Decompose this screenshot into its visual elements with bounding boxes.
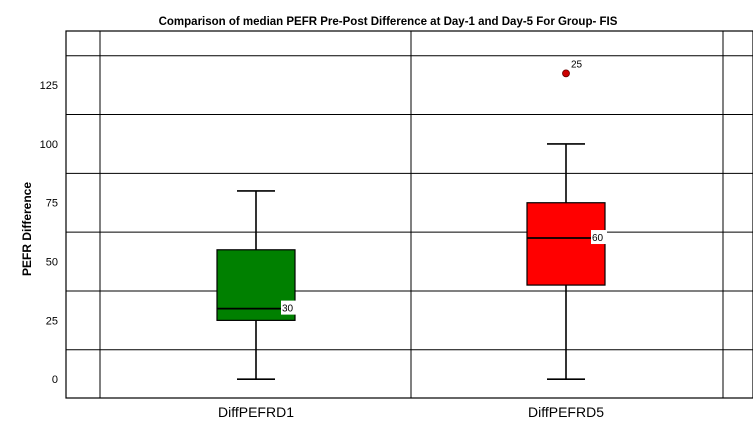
box-DiffPEFRD1: 30	[216, 190, 297, 380]
grid-lines	[66, 31, 753, 398]
median-label-bg	[281, 300, 297, 315]
y-tick-label: 100	[40, 139, 58, 151]
y-tick-label: 50	[46, 257, 58, 269]
median-label: 60	[592, 233, 604, 244]
box-series: 30 60 25	[216, 59, 607, 380]
outlier-label: 25	[571, 59, 583, 70]
plot-frame	[65, 30, 753, 399]
x-tick-label: DiffPEFRD5	[528, 404, 604, 420]
outlier-point	[562, 69, 570, 78]
x-tick-label: DiffPEFRD1	[218, 404, 294, 420]
median-label-bg	[591, 230, 607, 245]
y-axis-ticks: 0 25 50 75 100 125	[40, 80, 58, 386]
y-tick-label: 25	[46, 315, 58, 327]
y-tick-label: 75	[46, 198, 58, 210]
box-DiffPEFRD5: 60 25	[526, 59, 607, 380]
x-axis-labels: DiffPEFRD1 DiffPEFRD5	[218, 404, 604, 420]
y-axis-label: PEFR Difference	[20, 182, 34, 276]
y-tick-label: 125	[40, 80, 58, 92]
y-tick-label: 0	[52, 374, 58, 386]
median-label: 30	[282, 304, 294, 315]
chart-title: Comparison of median PEFR Pre-Post Diffe…	[159, 16, 618, 28]
